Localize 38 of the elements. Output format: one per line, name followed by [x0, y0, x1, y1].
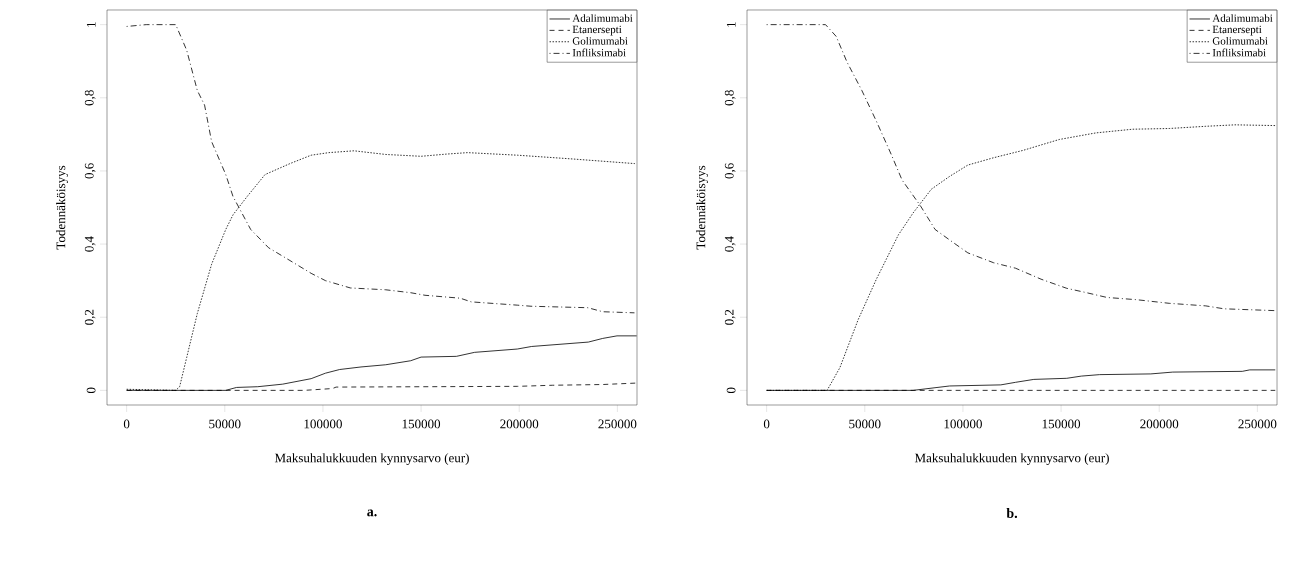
y-tick-label: 0,4: [84, 236, 96, 252]
y-tick-label: 0,8: [84, 90, 96, 106]
y-tick-label: 0,6: [84, 163, 96, 179]
y-tick-label: 1: [726, 22, 736, 27]
y-tick-label: 0: [726, 387, 736, 394]
y-tick-label: 0,8: [724, 90, 736, 106]
x-tick-label: 50000: [849, 419, 881, 429]
legend-label: Infliksimabi: [1212, 48, 1266, 57]
legend-label: Adalimumabi: [1212, 14, 1273, 22]
x-tick-label: 0: [763, 419, 770, 429]
text: b.: [1006, 508, 1018, 518]
legend-label: Golimumabi: [572, 36, 628, 45]
x-tick-label: 200000: [1140, 419, 1179, 429]
x-axis-title: Maksuhalukkuuden kynnysarvo (eur): [914, 453, 1109, 465]
y-tick-label: 0,6: [724, 163, 736, 179]
legend-label: Adalimumabi: [572, 14, 633, 22]
y-tick-label: 1: [86, 22, 96, 27]
y-tick-label: 0: [86, 387, 96, 394]
x-tick-label: 250000: [598, 419, 637, 429]
y-tick-label: 0,2: [84, 309, 96, 325]
x-tick-label: 200000: [500, 419, 539, 429]
legend-label: Infliksimabi: [572, 48, 626, 57]
y-axis-title: Todennäköisyys: [696, 165, 708, 250]
x-tick-label: 100000: [944, 419, 982, 429]
legend-label: Etanersepti: [572, 25, 622, 36]
x-axis-title: Maksuhalukkuuden kynnysarvo (eur): [274, 453, 469, 465]
y-tick-label: 0,4: [724, 236, 736, 252]
x-tick-label: 150000: [402, 419, 441, 429]
x-tick-label: 50000: [209, 419, 241, 429]
x-tick-label: 100000: [304, 419, 342, 429]
y-tick-label: 0,2: [724, 309, 736, 325]
x-tick-label: 250000: [1238, 419, 1277, 429]
x-tick-label: 0: [123, 419, 130, 429]
legend-label: Golimumabi: [1212, 36, 1268, 45]
text: a.: [367, 509, 377, 517]
y-axis-title: Todennäköisyys: [56, 165, 68, 250]
legend-label: Etanersepti: [1212, 25, 1262, 36]
x-tick-label: 150000: [1042, 419, 1081, 429]
